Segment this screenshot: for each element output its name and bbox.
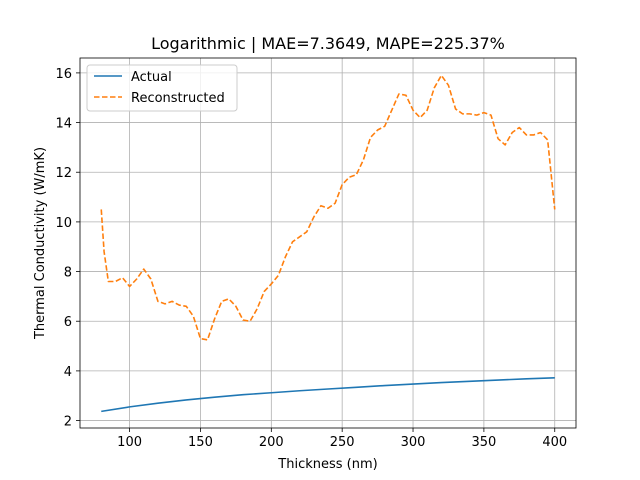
x-tick-label: 350 bbox=[471, 435, 496, 450]
y-tick-label: 6 bbox=[64, 315, 72, 330]
y-tick-label: 4 bbox=[64, 365, 72, 380]
y-tick-label: 14 bbox=[55, 117, 72, 132]
grid bbox=[80, 58, 576, 428]
x-tick-label: 150 bbox=[188, 435, 213, 450]
x-axis-title: Thickness (nm) bbox=[277, 457, 377, 472]
y-tick-label: 16 bbox=[55, 67, 72, 82]
x-tick-label: 250 bbox=[330, 435, 355, 450]
legend-label-actual: Actual bbox=[131, 70, 172, 85]
legend-box bbox=[86, 64, 238, 112]
x-tick-label: 400 bbox=[542, 435, 567, 450]
series-lines bbox=[100, 74, 556, 413]
legend: Actual Reconstructed bbox=[86, 64, 238, 112]
plot-frame bbox=[79, 57, 577, 429]
series-line-actual bbox=[101, 377, 555, 413]
x-tick-label: 200 bbox=[259, 435, 284, 450]
x-tick-label: 100 bbox=[117, 435, 142, 450]
y-tick-label: 10 bbox=[55, 216, 72, 231]
y-tick-label: 12 bbox=[55, 166, 72, 181]
y-tick-label: 2 bbox=[64, 415, 72, 430]
chart-title: Logarithmic | MAE=7.3649, MAPE=225.37% bbox=[151, 34, 505, 53]
axis-ticks: 100 150 200 250 300 350 400 2 4 6 8 10 12 14 16 bbox=[55, 67, 567, 450]
x-tick-label: 300 bbox=[401, 435, 426, 450]
y-axis-title: Thermal Conductivity (W/mK) bbox=[33, 147, 48, 340]
series-line-reconstructed bbox=[100, 74, 556, 341]
legend-label-reconstructed: Reconstructed bbox=[131, 91, 225, 106]
y-tick-label: 8 bbox=[64, 266, 72, 281]
